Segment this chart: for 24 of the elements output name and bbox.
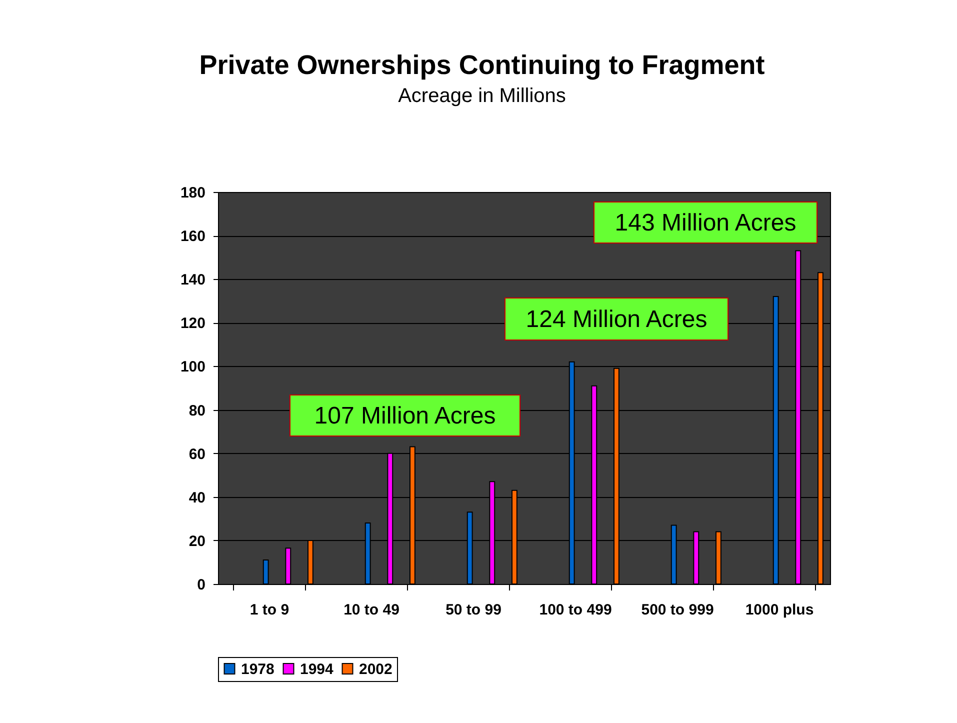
y-tick-label: 60 xyxy=(188,446,206,463)
annotation: 124 Million Acres xyxy=(526,306,708,333)
chart-subtitle: Acreage in Millions xyxy=(398,85,566,107)
x-tick-label: 1 to 9 xyxy=(250,602,290,618)
x-tick-label: 10 to 49 xyxy=(344,602,400,618)
x-tick-label: 50 to 99 xyxy=(446,602,502,618)
legend-label: 1994 xyxy=(300,660,334,678)
legend-label: 2002 xyxy=(359,660,392,678)
x-tick-label: 100 to 499 xyxy=(539,602,612,618)
x-tick-label: 1000 plus xyxy=(745,602,814,618)
x-tick-label: 500 to 999 xyxy=(641,602,714,618)
chart-title: Private Ownerships Continuing to Fragment xyxy=(199,50,765,80)
y-tick-label: 120 xyxy=(180,315,206,332)
y-tick-label: 180 xyxy=(180,184,206,202)
y-tick-label: 80 xyxy=(188,402,206,420)
y-tick-label: 20 xyxy=(188,532,206,550)
y-tick-label: 0 xyxy=(197,576,206,594)
y-tick-label: 140 xyxy=(180,272,206,289)
y-tick-label: 40 xyxy=(188,489,206,506)
annotation: 107 Million Acres xyxy=(314,402,496,430)
legend-label: 1978 xyxy=(241,660,274,678)
y-tick-label: 160 xyxy=(180,228,206,246)
annotation: 143 Million Acres xyxy=(614,210,796,236)
y-tick-label: 100 xyxy=(180,358,206,376)
